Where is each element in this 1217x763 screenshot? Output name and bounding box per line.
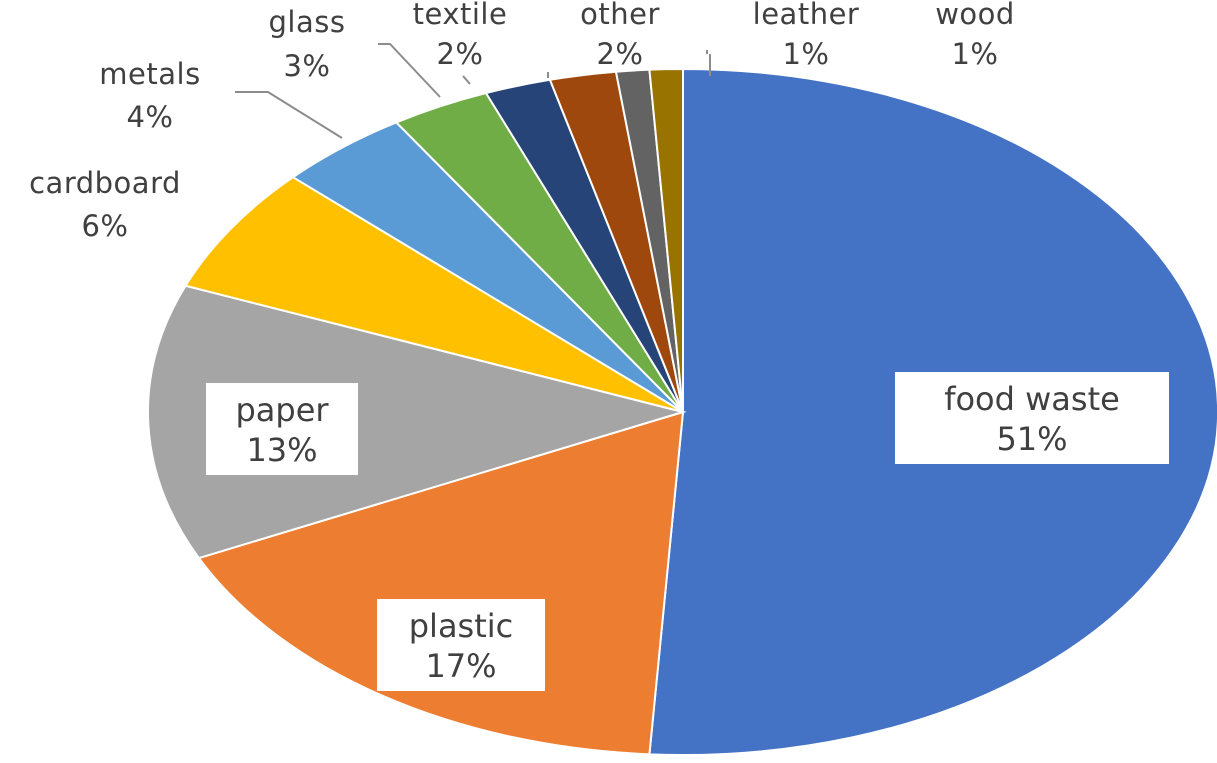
pie-slices: [147, 67, 1217, 756]
pie-slice-cardboard: [184, 176, 684, 413]
slice-percent-other: 2%: [596, 37, 643, 71]
slice-name-paper: paper: [235, 391, 329, 429]
slice-name-metals: metals: [99, 57, 200, 91]
slice-name-plastic: plastic: [409, 607, 514, 645]
slice-percent-cardboard: 6%: [81, 209, 128, 243]
leader-line-textile: [462, 75, 471, 85]
pie-slice-paper: [147, 284, 687, 560]
slice-name-other: other: [580, 0, 660, 31]
slice-name-glass: glass: [269, 5, 346, 39]
leader-lines: [235, 43, 711, 139]
slice-percent-food-waste: 51%: [996, 420, 1067, 458]
slice-name-cardboard: cardboard: [29, 166, 181, 200]
slice-percent-metals: 4%: [126, 100, 173, 134]
label-box-paper: [206, 383, 358, 475]
slice-percent-textile: 2%: [436, 37, 483, 71]
slice-name-food-waste: food waste: [944, 380, 1120, 418]
pie-slice-plastic: [197, 410, 685, 756]
slice-name-wood: wood: [935, 0, 1015, 31]
slice-name-leather: leather: [753, 0, 860, 31]
slice-percent-glass: 3%: [283, 49, 330, 83]
pie-slice-wood: [648, 67, 684, 413]
slice-percent-wood: 1%: [951, 37, 998, 71]
slice-percent-plastic: 17%: [425, 647, 496, 685]
label-box-food-waste: [895, 372, 1169, 464]
slice-percent-leather: 1%: [782, 37, 829, 71]
leader-line-glass: [378, 43, 441, 98]
label-box-plastic: [377, 599, 545, 691]
slice-percent-paper: 13%: [246, 431, 317, 469]
leader-line-metals: [235, 91, 343, 139]
slice-name-textile: textile: [413, 0, 508, 31]
